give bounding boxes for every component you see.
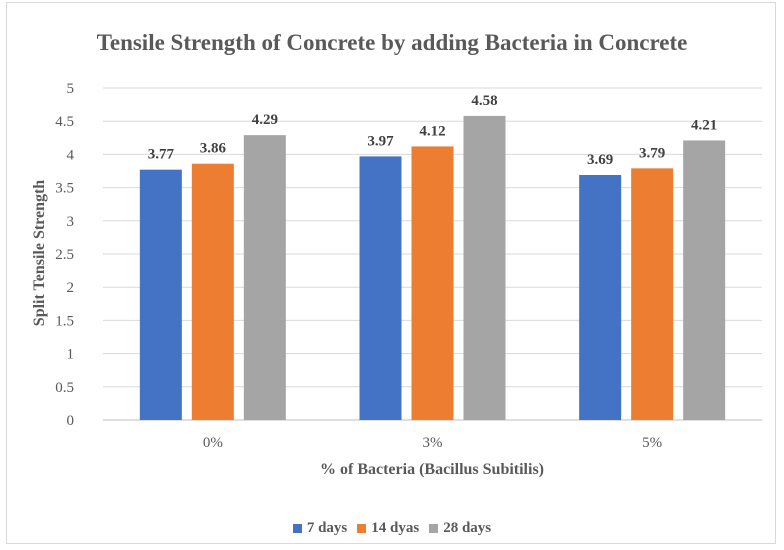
y-tick-label: 5 xyxy=(67,81,75,97)
y-tick-label: 2.5 xyxy=(55,247,74,263)
bar xyxy=(243,135,286,421)
y-tick-label: 4 xyxy=(67,147,75,163)
bar xyxy=(683,140,726,420)
y-tick-label: 4.5 xyxy=(55,114,74,130)
legend-item: 28 days xyxy=(429,520,491,537)
data-label: 3.77 xyxy=(148,147,175,163)
bar xyxy=(191,163,234,421)
data-label: 4.12 xyxy=(419,123,445,139)
y-tick-label: 1.5 xyxy=(55,313,74,329)
y-tick-label: 3.5 xyxy=(55,181,74,197)
legend: 7 days 14 dyas 28 days xyxy=(0,520,784,538)
bar xyxy=(139,169,182,420)
y-tick-label: 0.5 xyxy=(55,380,74,396)
legend-item: 14 dyas xyxy=(357,520,419,537)
bar xyxy=(463,115,506,420)
x-tick-label: 3% xyxy=(423,435,443,451)
y-tick-label: 2 xyxy=(67,280,75,296)
data-label: 3.69 xyxy=(587,152,613,168)
x-tick-label: 0% xyxy=(203,435,223,451)
legend-label: 7 days xyxy=(306,520,348,536)
x-axis-title: % of Bacteria (Bacillus Subitilis) xyxy=(320,461,544,478)
data-label: 4.29 xyxy=(252,112,278,128)
y-tick-label: 3 xyxy=(67,214,75,230)
data-label: 3.79 xyxy=(639,145,665,161)
legend-swatch xyxy=(357,524,367,533)
legend-label: 28 days xyxy=(443,520,492,536)
legend-swatch xyxy=(429,524,439,533)
bar xyxy=(359,156,402,420)
legend-item: 7 days xyxy=(292,520,348,537)
bar xyxy=(411,146,454,420)
legend-swatch xyxy=(292,524,302,533)
data-labels: 3.77 3.86 4.29 3.97 4.12 4.58 3.69 3.79 4.21 xyxy=(148,93,718,168)
axes: 0 0.5 1 1.5 2 2.5 3 3.5 4 4.5 5 0% 3% 5% xyxy=(55,81,662,451)
data-label: 4.58 xyxy=(471,93,497,109)
data-label: 3.86 xyxy=(200,141,227,157)
data-label: 3.97 xyxy=(367,133,394,149)
bar xyxy=(631,168,674,420)
bars xyxy=(139,115,726,421)
bar xyxy=(579,174,622,420)
x-tick-label: 5% xyxy=(642,435,662,451)
y-tick-label: 0 xyxy=(67,413,75,429)
y-axis-title: Split Tensile Strength xyxy=(31,180,48,327)
chart-title: Tensile Strength of Concrete by adding B… xyxy=(96,30,688,55)
data-label: 4.21 xyxy=(691,117,717,133)
legend-label: 14 dyas xyxy=(371,520,420,536)
y-tick-label: 1 xyxy=(67,347,75,363)
